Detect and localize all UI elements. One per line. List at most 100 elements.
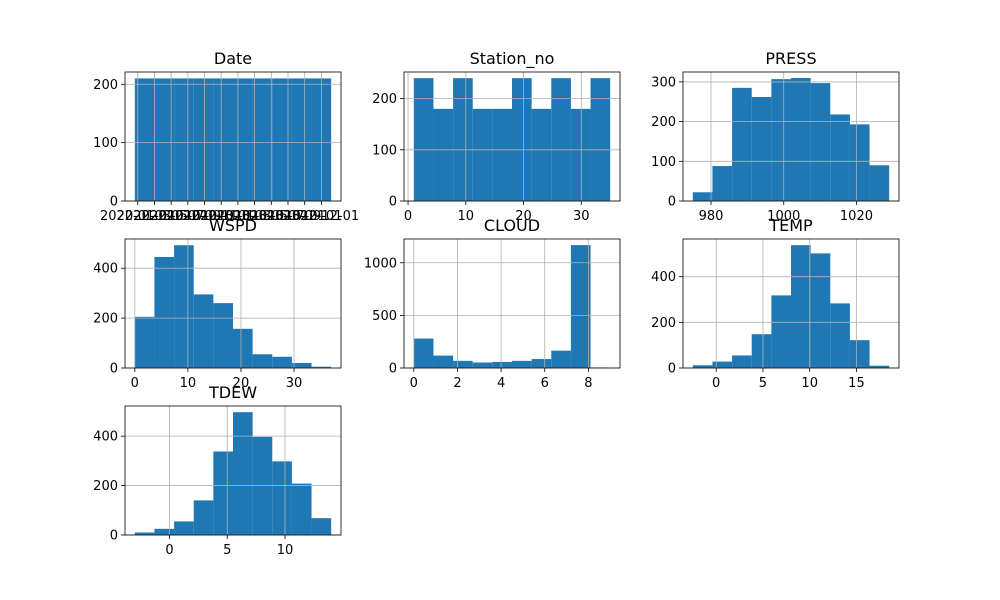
axes-frame-5	[682, 238, 900, 369]
xtick-label-6-0: 0	[165, 543, 173, 558]
bar-2-7	[830, 114, 850, 201]
xtick-label-0-9: 2023-07-01	[250, 209, 326, 224]
ytick-label-5-1: 200	[651, 316, 676, 331]
bar-2-2	[732, 87, 752, 201]
bar-2-8	[849, 124, 870, 201]
bar-2-5	[791, 77, 811, 201]
axes-frame-6	[124, 405, 342, 536]
xtick-label-5-0: 0	[712, 376, 720, 391]
subplot-title-3: WSPD	[209, 216, 257, 235]
ytick-label-0-1: 100	[93, 136, 118, 151]
bar-6-3	[193, 500, 214, 535]
subplot-title-2: PRESS	[765, 49, 816, 68]
xtick-label-3-0: 0	[131, 376, 139, 391]
bar-2-1	[712, 166, 733, 201]
bar-5-0	[692, 365, 713, 368]
bar-3-8	[291, 363, 312, 368]
ytick-label-4-0: 0	[389, 362, 397, 377]
xtick-label-5-3: 15	[848, 376, 865, 391]
bar-4-7	[551, 350, 571, 368]
xtick-label-6-1: 5	[223, 543, 231, 558]
xtick-label-0-4: 2022-09-01	[167, 209, 243, 224]
bar-1-1	[433, 108, 454, 201]
xtick-label-1-1: 10	[458, 209, 475, 224]
xtick-label-4-3: 6	[541, 376, 549, 391]
subplot-3: 0 10 20 30 0 200 400 WSPD	[93, 216, 342, 391]
bar-3-9	[311, 366, 332, 368]
bar-3-6	[252, 354, 273, 368]
bar-3-4	[213, 303, 233, 368]
bar-2-3	[751, 97, 772, 201]
bar-2-9	[869, 165, 890, 201]
xtick-label-4-2: 4	[497, 376, 505, 391]
xtick-label-2-1: 1000	[767, 209, 800, 224]
xtick-label-2-0: 980	[699, 209, 724, 224]
xtick-label-0-2: 2022-05-01	[133, 209, 209, 224]
ytick-label-1-1: 100	[372, 143, 397, 158]
ytick-label-0-0: 0	[110, 195, 118, 210]
xtick-label-0-1: 2022-03-01	[117, 209, 193, 224]
bar-3-3	[193, 294, 214, 368]
bar-6-7	[272, 461, 292, 535]
bar-6-9	[311, 518, 332, 535]
ytick-label-5-0: 0	[668, 362, 676, 377]
xtick-label-0-10: 2023-09-01	[267, 209, 343, 224]
axes-frame-3	[124, 238, 342, 369]
ytick-label-3-2: 400	[93, 262, 118, 277]
subplot-title-0: Date	[214, 49, 252, 68]
subplot-6: 0 5 10 0 200 400 TDEW	[93, 383, 342, 558]
bar-5-9	[869, 365, 890, 368]
bar-4-2	[453, 360, 473, 368]
bar-6-8	[291, 483, 312, 535]
bar-0-2	[174, 78, 194, 201]
ytick-label-5-2: 400	[651, 270, 676, 285]
bar-5-2	[732, 355, 752, 368]
bar-4-3	[472, 362, 493, 368]
bar-2-0	[692, 192, 713, 201]
bar-0-7	[272, 78, 292, 201]
bar-3-5	[233, 328, 253, 368]
xtick-label-0-5: 2022-11-01	[183, 209, 259, 224]
bar-3-0	[134, 316, 155, 368]
xtick-label-1-3: 30	[573, 209, 590, 224]
subplot-title-5: TEMP	[768, 216, 813, 235]
bar-3-1	[154, 256, 175, 368]
ytick-label-6-0: 0	[110, 529, 118, 544]
bar-1-0	[413, 78, 434, 201]
xtick-label-5-2: 10	[801, 376, 818, 391]
ytick-label-1-2: 200	[372, 92, 397, 107]
xtick-label-5-1: 5	[759, 376, 767, 391]
bar-0-5	[233, 78, 253, 201]
bar-1-3	[472, 108, 493, 201]
bar-5-8	[849, 340, 870, 368]
subplot-title-6: TDEW	[208, 383, 257, 402]
axes-frame-1	[403, 71, 621, 202]
axes-frame-4	[403, 238, 621, 369]
bar-3-2	[174, 245, 194, 368]
bar-3-7	[272, 356, 292, 368]
ytick-label-3-0: 0	[110, 362, 118, 377]
bar-5-7	[830, 303, 850, 368]
bar-1-9	[590, 78, 611, 201]
ytick-label-0-2: 200	[93, 78, 118, 93]
bar-6-4	[213, 451, 233, 535]
bar-0-8	[291, 78, 312, 201]
bar-1-7	[551, 78, 571, 201]
ytick-label-3-1: 200	[93, 312, 118, 327]
bar-4-4	[492, 361, 512, 368]
xtick-label-1-2: 20	[515, 209, 532, 224]
xtick-label-3-3: 30	[286, 376, 303, 391]
bar-6-1	[154, 528, 175, 535]
bar-0-0	[134, 78, 155, 201]
xtick-label-3-2: 20	[233, 376, 250, 391]
axes-frame-2	[682, 71, 900, 202]
xtick-label-0-8: 2023-05-01	[234, 209, 310, 224]
bar-4-0	[413, 338, 434, 368]
bar-5-4	[771, 295, 791, 368]
ytick-label-2-1: 100	[651, 155, 676, 170]
ytick-label-2-0: 0	[668, 195, 676, 210]
xtick-label-4-4: 8	[584, 376, 592, 391]
bar-4-6	[531, 359, 552, 368]
xtick-label-2-2: 1020	[840, 209, 873, 224]
